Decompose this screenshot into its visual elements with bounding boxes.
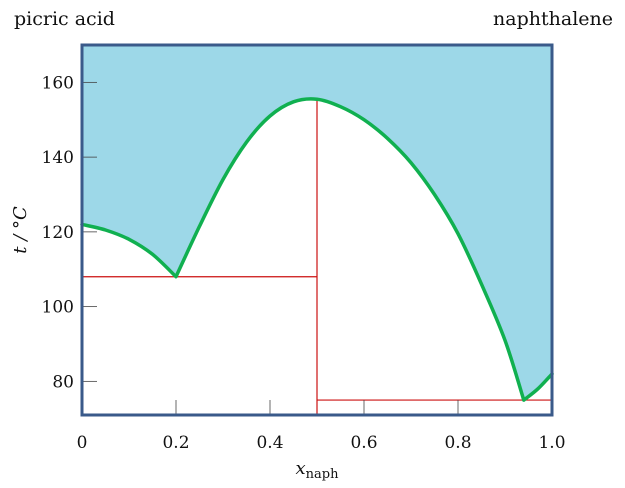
x-axis-label: xnaph [296, 458, 340, 482]
liquidus-curve [80, 97, 554, 402]
y-tick-label: 160 [42, 73, 74, 93]
tie-lines [82, 101, 552, 415]
x-tick-label: 0 [77, 433, 88, 453]
liquid-region [82, 45, 552, 401]
x-tick-label: 0.6 [350, 433, 377, 453]
x-tick-label: 0.2 [162, 433, 189, 453]
x-axis-ticks: 0 0.2 0.4 0.6 0.8 1.0 [77, 400, 566, 453]
x-axis-label-main: x [296, 458, 306, 479]
y-tick-label: 120 [42, 223, 74, 243]
left-component-label: picric acid [14, 8, 115, 30]
right-component-label: naphthalene [493, 8, 613, 30]
y-axis-ticks: 80 100 120 140 160 [42, 73, 97, 392]
x-tick-label: 1.0 [538, 433, 565, 453]
y-tick-label: 80 [52, 372, 74, 392]
y-tick-label: 140 [42, 148, 74, 168]
x-axis-label-subscript: naph [306, 467, 339, 482]
x-tick-label: 0.8 [444, 433, 471, 453]
y-axis-label: t / °C [10, 206, 31, 254]
plot-frame [80, 43, 554, 417]
x-tick-label: 0.4 [256, 433, 283, 453]
y-tick-label: 100 [42, 298, 74, 318]
